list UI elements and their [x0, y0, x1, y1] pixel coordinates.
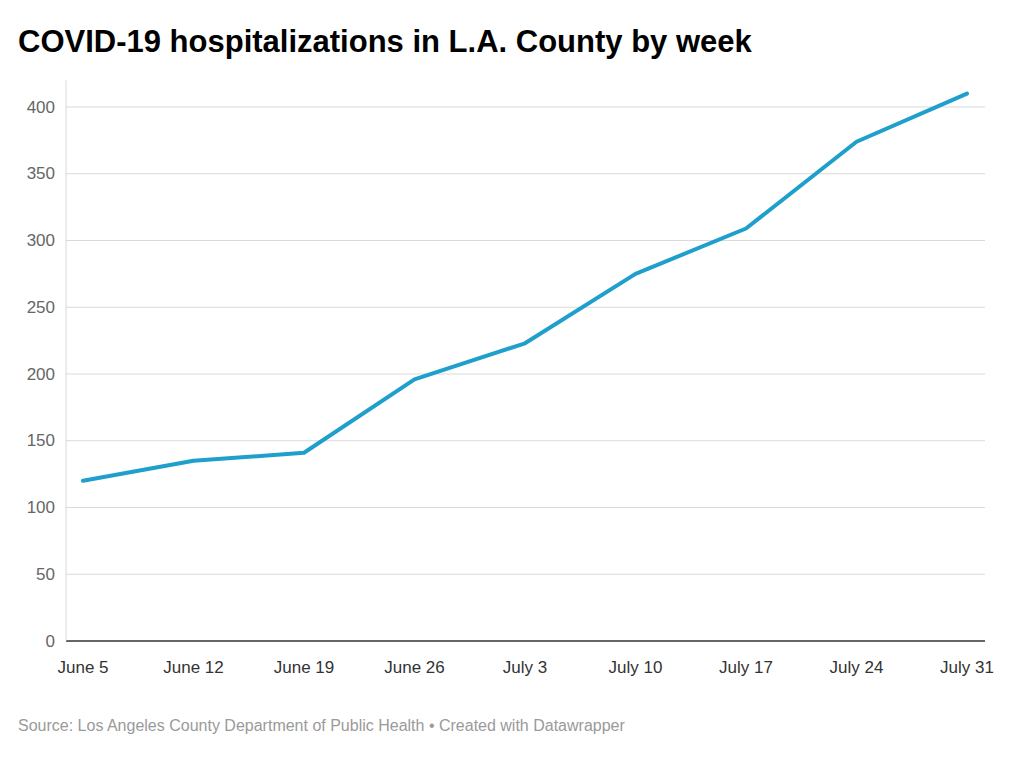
x-tick-label: June 12 — [163, 658, 224, 677]
x-tick-label: July 3 — [503, 658, 547, 677]
y-tick-label: 150 — [27, 431, 55, 450]
grid-line — [66, 240, 985, 241]
chart-title: COVID-19 hospitalizations in L.A. County… — [18, 24, 753, 59]
x-tick-label: June 26 — [384, 658, 445, 677]
x-tick-label: July 10 — [609, 658, 663, 677]
x-tick-label: July 24 — [830, 658, 884, 677]
chart-container: COVID-19 hospitalizations in L.A. County… — [0, 0, 1024, 757]
grid-line — [66, 374, 985, 375]
y-tick-label: 300 — [27, 231, 55, 250]
baseline — [66, 640, 985, 641]
x-tick-label: July 31 — [940, 658, 994, 677]
x-tick-label: June 19 — [274, 658, 335, 677]
y-axis-line — [66, 80, 67, 641]
chart-svg: COVID-19 hospitalizations in L.A. County… — [0, 0, 1024, 757]
grid-line — [66, 307, 985, 308]
x-tick-label: July 17 — [719, 658, 773, 677]
y-tick-label: 250 — [27, 298, 55, 317]
x-tick-label: June 5 — [57, 658, 108, 677]
y-grid: 0 50 100 150 200 250 300 350 400 — [27, 98, 985, 651]
grid-line — [66, 440, 985, 441]
y-tick-label: 100 — [27, 498, 55, 517]
grid-line — [66, 107, 985, 108]
source-note: Source: Los Angeles County Department of… — [18, 717, 625, 734]
grid-line — [66, 507, 985, 508]
data-line — [83, 94, 967, 481]
grid-line — [66, 574, 985, 575]
y-tick-label: 200 — [27, 365, 55, 384]
y-tick-label: 350 — [27, 164, 55, 183]
y-tick-label: 50 — [36, 565, 55, 584]
y-tick-label: 400 — [27, 98, 55, 117]
y-tick-label: 0 — [46, 632, 55, 651]
x-axis: June 5 June 12 June 19 June 26 July 3 July 10… — [57, 658, 993, 677]
series-group — [83, 94, 967, 481]
grid-line — [66, 173, 985, 174]
